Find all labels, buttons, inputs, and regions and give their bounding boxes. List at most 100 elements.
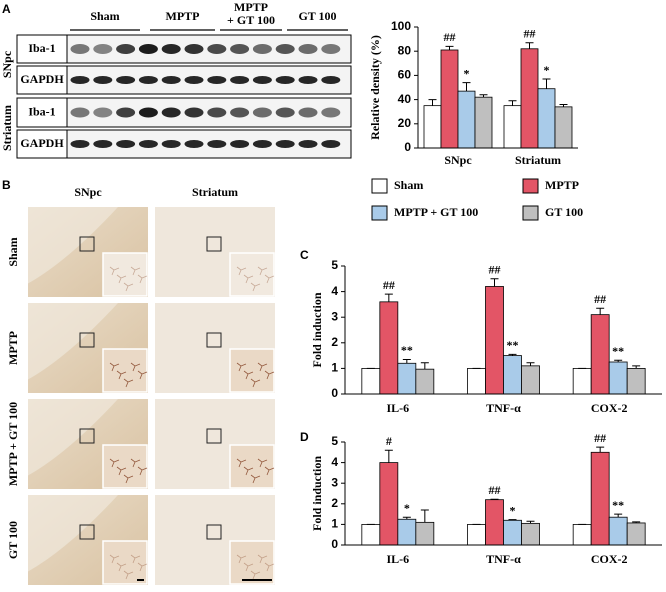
blot-band [184, 107, 204, 118]
error-bar [479, 94, 488, 98]
significance-label: ** [401, 343, 413, 357]
inset [102, 252, 148, 297]
error-bar [596, 446, 605, 453]
lane-group-label: Sham [90, 9, 119, 23]
microglia [243, 562, 254, 572]
y-tick-label: 3 [331, 475, 338, 489]
error-bar [525, 42, 534, 49]
error-bar [384, 449, 393, 463]
bar [467, 524, 486, 546]
y-tick-label: 5 [331, 258, 338, 272]
bar [521, 522, 540, 546]
microglia [109, 554, 120, 564]
bar [503, 105, 522, 149]
microglia [123, 570, 134, 580]
blot-band [70, 76, 90, 84]
legend-swatch [371, 205, 388, 221]
blot-band [298, 140, 318, 148]
blot-band [93, 44, 113, 54]
blot-band [321, 140, 341, 148]
blot-band [298, 76, 318, 84]
significance-label: # [386, 434, 392, 448]
microglia [257, 458, 268, 468]
error-bar [420, 362, 429, 370]
blot-region-label: Striatum [0, 105, 14, 151]
roi-box [79, 428, 95, 444]
y-axis-title: Fold induction [310, 292, 324, 367]
roi-box [79, 524, 95, 540]
y-tick-label: 1 [331, 361, 338, 375]
error-bar [508, 519, 517, 521]
error-bar [384, 293, 393, 302]
significance-label: ## [444, 30, 456, 44]
y-tick-label: 0 [331, 386, 338, 400]
tissue-edge [28, 303, 118, 380]
error-bar [559, 103, 568, 107]
microglia [137, 274, 148, 284]
significance-label: * [404, 501, 410, 515]
blot-band [161, 44, 181, 54]
y-axis-title: Fold induction [310, 456, 324, 531]
microglia [137, 466, 148, 476]
bar [590, 451, 610, 546]
blot-band [252, 44, 272, 54]
microglia [264, 562, 275, 572]
blot-band [207, 44, 227, 54]
significance-label: ## [383, 278, 395, 292]
microglia [116, 274, 127, 284]
blot-band [207, 76, 227, 84]
microglia [116, 562, 127, 572]
x-tick-label: COX-2 [591, 401, 628, 415]
bar [521, 365, 540, 395]
blot-row-label: Iba-1 [28, 41, 55, 55]
panel-label: A [2, 2, 11, 16]
blot-band [93, 140, 113, 148]
bar [440, 49, 459, 149]
blot-band [70, 44, 90, 54]
roi-box [79, 236, 95, 252]
microglia [250, 378, 261, 388]
blot-band [230, 107, 250, 118]
microglia [130, 458, 141, 468]
blot-band [207, 140, 227, 148]
blot-band [298, 107, 318, 118]
legend-label: GT 100 [545, 205, 583, 219]
blot-band [70, 140, 90, 148]
y-tick-label: 80 [398, 43, 412, 57]
inset [102, 540, 148, 585]
error-bar [420, 509, 429, 523]
microglia [123, 282, 134, 292]
blot-band [298, 44, 318, 54]
significance-label: ## [594, 292, 606, 306]
blot-region-label: SNpc [0, 50, 14, 78]
bar [379, 301, 399, 395]
bar [520, 48, 539, 149]
bar [608, 361, 628, 395]
x-tick-label: SNpc [444, 153, 472, 167]
significance-label: * [544, 63, 550, 77]
microglia [137, 370, 148, 380]
microglia [236, 458, 247, 468]
y-tick-label: 60 [398, 68, 412, 82]
inset [229, 444, 275, 489]
blot-band [275, 140, 295, 148]
legend-label: Sham [394, 178, 423, 192]
error-bar [614, 359, 623, 362]
blot-band [138, 140, 158, 148]
significance-label: * [464, 66, 470, 80]
microglia [257, 554, 268, 564]
microglia [123, 474, 134, 484]
y-tick-label: 5 [331, 434, 338, 448]
y-tick-label: 2 [331, 335, 338, 349]
bar [474, 96, 493, 149]
microglia [250, 474, 261, 484]
blot-band [138, 107, 158, 118]
blot-band [138, 44, 158, 54]
bar [626, 522, 646, 546]
panel-label: B [2, 178, 11, 192]
blot-band [93, 107, 113, 118]
blot-band [275, 44, 295, 54]
micrograph-row-label: GT 100 [6, 521, 20, 559]
error-bar [614, 513, 623, 518]
blot-band [70, 107, 90, 118]
